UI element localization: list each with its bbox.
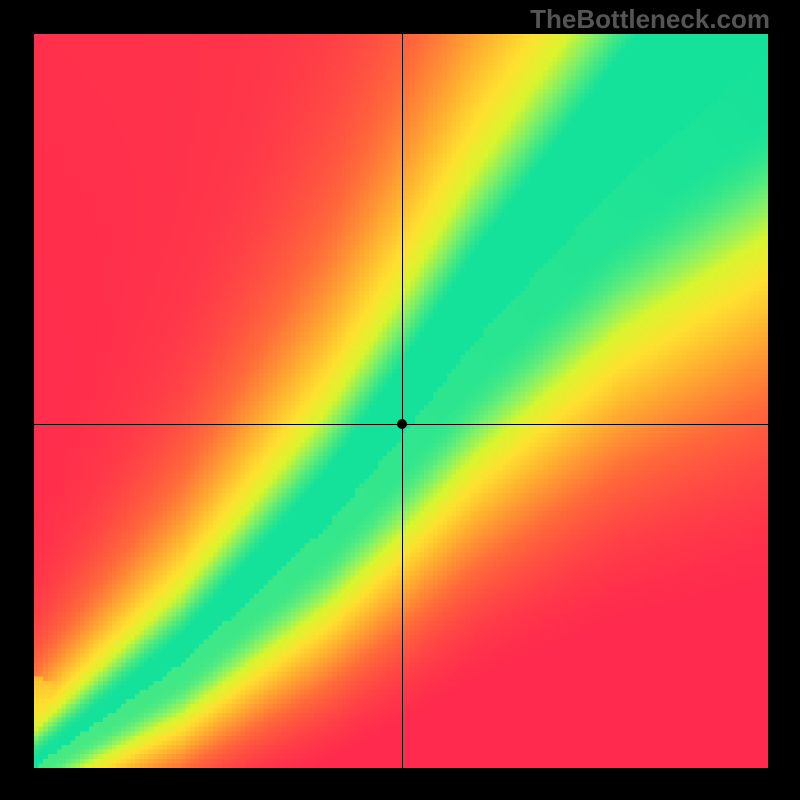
watermark-text: TheBottleneck.com [530, 4, 770, 35]
crosshair-vertical [402, 34, 403, 768]
chart-container: TheBottleneck.com [0, 0, 800, 800]
